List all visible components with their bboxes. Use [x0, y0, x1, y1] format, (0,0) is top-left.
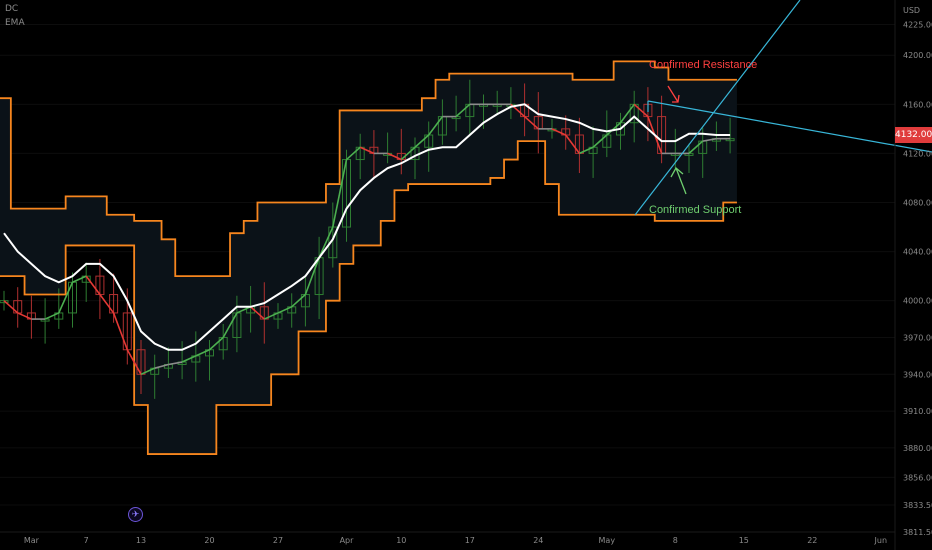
- basis-segment: [154, 363, 169, 369]
- basis-segment: [619, 103, 635, 124]
- indicator-label-dc[interactable]: DC: [5, 4, 19, 14]
- basis-segment: [359, 146, 375, 155]
- channel-lower-band: [0, 140, 737, 455]
- basis-segment: [126, 349, 142, 375]
- price-tick-label: 4080.00: [903, 198, 932, 207]
- channel-upper-band: [0, 60, 737, 278]
- time-tick-label: 20: [204, 536, 214, 545]
- price-axis[interactable]: 4225.00 4200.00 4160.00 4120.00 4080.00 4040.…: [894, 0, 932, 550]
- basis-segment: [606, 122, 622, 136]
- basis-segment: [702, 137, 717, 142]
- price-tick-label: 3940.00: [903, 370, 932, 379]
- indicator-label-ema[interactable]: EMA: [5, 18, 25, 28]
- basis-segment: [181, 355, 197, 363]
- last-price-tag: 4132.00: [895, 127, 932, 143]
- price-tick-label: 3811.50: [903, 528, 932, 537]
- basis-segment: [592, 134, 608, 148]
- airplane-icon[interactable]: ✈: [128, 507, 143, 522]
- time-tick-label: 24: [533, 536, 543, 545]
- basis-segment: [400, 146, 416, 161]
- basis-segment: [17, 312, 32, 320]
- time-tick-label: 22: [807, 536, 817, 545]
- basis-segment: [195, 349, 210, 357]
- price-tick-label: 4040.00: [903, 248, 932, 257]
- resistance-trendline: [647, 100, 932, 153]
- basis-segment: [387, 152, 402, 161]
- time-tick-label: 15: [739, 536, 749, 545]
- time-tick-label: 27: [273, 536, 283, 545]
- basis-segment: [208, 336, 224, 351]
- resistance-label: Confirmed Resistance: [649, 59, 757, 71]
- basis-segment: [263, 312, 279, 320]
- channel-area: [0, 61, 737, 455]
- annotations: Confirmed Resistance Confirmed Support: [649, 59, 757, 216]
- basis-segment: [85, 275, 101, 296]
- channel-fill: [0, 61, 737, 455]
- basis-segment: [140, 367, 156, 376]
- basis-segment: [3, 300, 19, 314]
- time-tick-label: 13: [136, 536, 146, 545]
- support-label: Confirmed Support: [649, 204, 741, 216]
- basis-segment: [44, 312, 60, 320]
- basis-segment: [579, 146, 594, 155]
- basis-segment: [565, 134, 581, 154]
- basis-segment: [332, 159, 348, 228]
- basis-segment: [414, 134, 430, 148]
- basis-segment: [428, 116, 444, 136]
- time-tick-label: Jun: [874, 536, 888, 545]
- trendlines: [634, 0, 932, 216]
- time-tick-label: Mar: [24, 536, 40, 545]
- resistance-arrow: [667, 85, 680, 103]
- price-tick-label: 4000.00: [903, 297, 932, 306]
- support-arrow: [670, 166, 687, 195]
- basis-segment: [304, 257, 320, 295]
- basis-segment: [688, 140, 704, 154]
- basis-segment: [633, 103, 649, 118]
- price-tick-label: 4200.00: [903, 51, 932, 60]
- price-tick-label: 4225.00: [903, 21, 932, 30]
- basis-segment: [72, 275, 87, 283]
- price-tick-label: 3910.00: [903, 407, 932, 416]
- basis-segment: [99, 294, 115, 314]
- ema-line: [3, 103, 731, 351]
- basis-segment: [58, 281, 74, 314]
- price-tick-label: 4160.00: [903, 100, 932, 109]
- basis-segment: [551, 128, 567, 136]
- basis-segment: [168, 361, 183, 366]
- time-tick-label: 17: [465, 536, 475, 545]
- basis-segment: [277, 306, 293, 314]
- time-axis[interactable]: Mar 7 13 20 27 Apr 10 17 24 May 8 15 22 Jun: [0, 531, 895, 545]
- basis-segment: [318, 226, 334, 259]
- basis-segment: [112, 312, 129, 351]
- currency-label: USD: [903, 6, 921, 15]
- candle-body: [259, 306, 269, 320]
- series-lines: [0, 60, 737, 455]
- price-tick-label: 4120.00: [903, 149, 932, 158]
- price-tick-label: 3833.50: [903, 501, 932, 510]
- basis-segment: [524, 115, 539, 130]
- basis-segment: [291, 293, 306, 308]
- time-tick-label: Apr: [340, 536, 355, 545]
- basis-segment: [222, 312, 238, 338]
- support-trendline: [634, 0, 801, 216]
- time-tick-label: 10: [396, 536, 406, 545]
- price-tick-label: 3856.00: [903, 473, 932, 482]
- basis-segment: [250, 306, 265, 320]
- basis-segment: [236, 306, 251, 314]
- basis-segment: [345, 146, 361, 161]
- price-tick-label: 3970.00: [903, 333, 932, 342]
- price-tick-label: 3880.00: [903, 444, 932, 453]
- time-tick-label: 8: [673, 536, 678, 545]
- time-tick-label: 7: [84, 536, 89, 545]
- basis-segment: [455, 103, 471, 118]
- time-tick-label: May: [599, 536, 616, 545]
